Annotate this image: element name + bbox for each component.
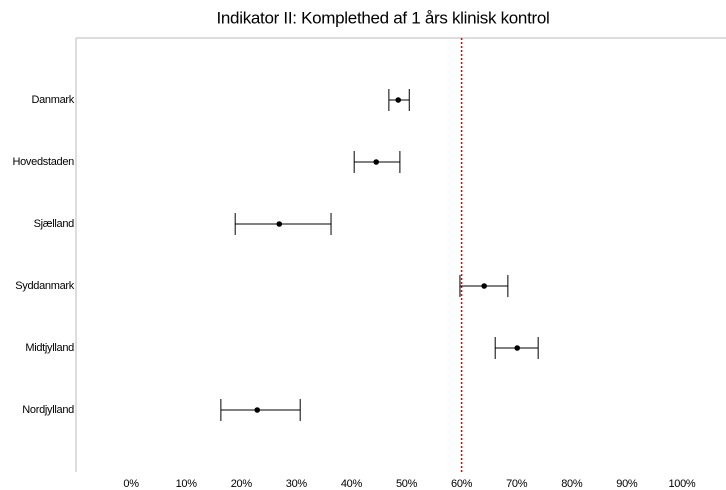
y-tick-label: Nordjylland — [22, 404, 74, 416]
point — [514, 345, 521, 351]
point — [481, 283, 487, 289]
x-tick-label: 10% — [176, 478, 198, 490]
x-tick-label: 80% — [561, 478, 583, 490]
y-tick-label: Danmark — [31, 94, 74, 106]
point — [276, 221, 283, 227]
y-tick-label: Hovedstaden — [12, 156, 74, 168]
point — [373, 159, 380, 165]
point — [395, 97, 402, 103]
point — [254, 407, 261, 413]
x-tick-label: 100% — [668, 478, 695, 490]
x-tick-label: 60% — [451, 478, 473, 490]
x-tick-label: 30% — [286, 478, 308, 490]
y-tick-label: Syddanmark — [15, 280, 75, 292]
x-tick-label: 20% — [231, 478, 253, 490]
y-tick-label: Midtjylland — [25, 342, 74, 354]
x-tick-label: 70% — [506, 478, 528, 490]
x-tick-label: 50% — [396, 478, 418, 490]
x-tick-label: 90% — [616, 478, 638, 490]
x-tick-label: 0% — [123, 478, 139, 490]
y-tick-label: Sjælland — [34, 218, 75, 230]
chart-title: Indikator II: Komplethed af 1 års klinis… — [216, 8, 549, 27]
x-tick-label: 40% — [341, 478, 363, 490]
